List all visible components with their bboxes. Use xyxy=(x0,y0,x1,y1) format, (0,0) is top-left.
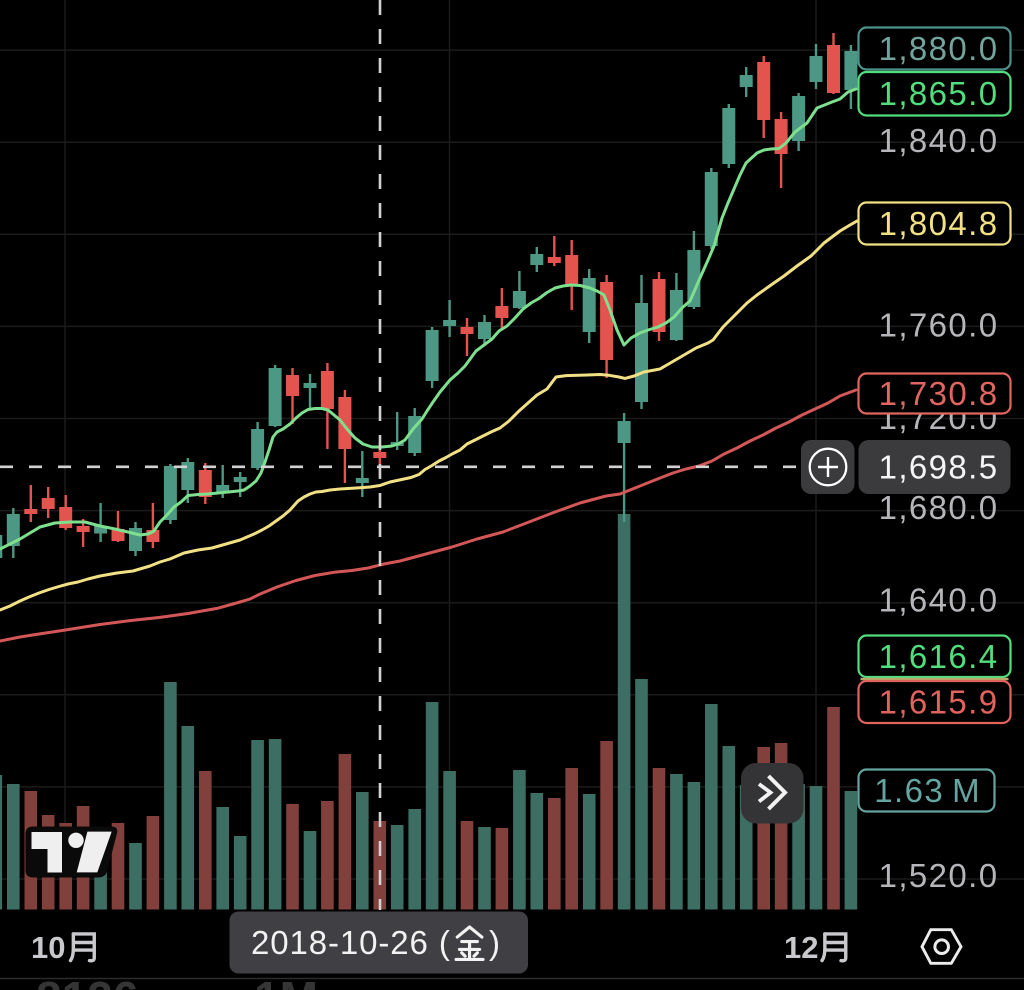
svg-text:1.63 M: 1.63 M xyxy=(874,772,981,809)
svg-text:1,730.8: 1,730.8 xyxy=(879,375,999,412)
svg-text:1M: 1M xyxy=(254,972,318,990)
svg-text:2018-10-26 (: 2018-10-26 ( xyxy=(251,924,451,961)
svg-text:1,804.8: 1,804.8 xyxy=(879,205,999,242)
svg-text:1,698.5: 1,698.5 xyxy=(879,449,999,486)
svg-text:1,865.0: 1,865.0 xyxy=(879,75,999,112)
svg-text:1,615.9: 1,615.9 xyxy=(879,684,999,721)
svg-text:1,616.4: 1,616.4 xyxy=(879,638,999,675)
svg-text:1,680.0: 1,680.0 xyxy=(879,489,999,526)
svg-text:1,640.0: 1,640.0 xyxy=(879,582,999,619)
svg-text:12: 12 xyxy=(784,930,818,965)
svg-text:1,880.0: 1,880.0 xyxy=(879,30,999,67)
svg-text:1,760.0: 1,760.0 xyxy=(879,307,999,344)
svg-text:): ) xyxy=(489,924,500,961)
svg-text:1,840.0: 1,840.0 xyxy=(879,122,999,159)
svg-text:10: 10 xyxy=(31,930,65,965)
svg-text:1,520.0: 1,520.0 xyxy=(879,857,999,894)
svg-text:8126: 8126 xyxy=(36,972,138,990)
